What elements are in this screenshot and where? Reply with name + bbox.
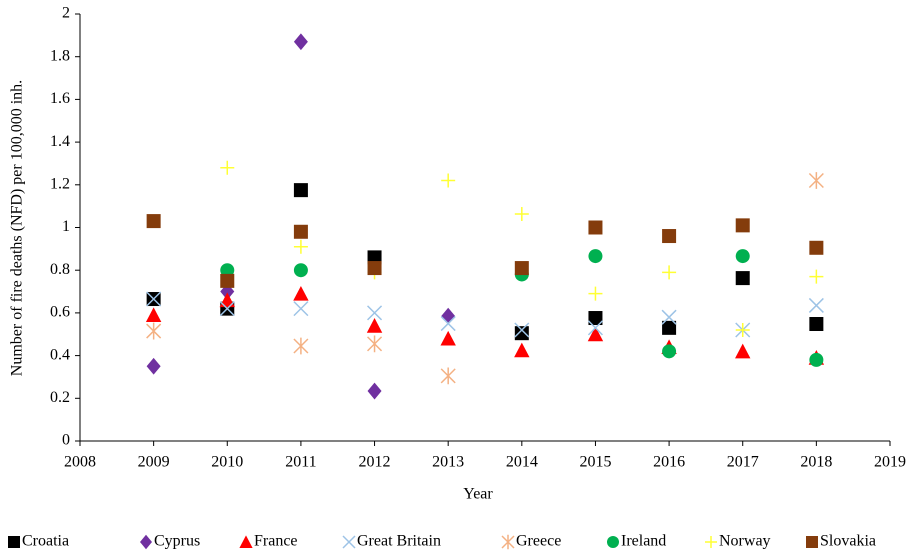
point xyxy=(293,301,309,317)
y-tick-label: 0.8 xyxy=(50,261,70,278)
point xyxy=(735,218,750,233)
legend-label: France xyxy=(254,533,298,550)
point xyxy=(219,292,235,308)
legend-marker xyxy=(8,536,20,548)
point xyxy=(146,214,161,229)
point xyxy=(809,240,824,255)
legend-marker xyxy=(806,536,818,548)
point xyxy=(587,326,604,342)
legend-label: Norway xyxy=(719,533,771,550)
point xyxy=(514,326,529,341)
point xyxy=(293,285,309,301)
y-tick-label: 1 xyxy=(62,218,70,235)
point xyxy=(588,311,603,326)
legend-marker xyxy=(501,534,515,550)
point xyxy=(587,320,603,336)
point xyxy=(293,263,308,278)
point xyxy=(735,322,750,337)
point xyxy=(146,322,162,340)
point xyxy=(809,269,824,284)
x-tick-label: 2019 xyxy=(874,454,906,471)
point xyxy=(441,307,456,325)
point xyxy=(735,343,751,359)
point xyxy=(809,352,824,367)
point xyxy=(514,342,530,358)
legend-marker xyxy=(607,536,619,548)
legend-label: Cyprus xyxy=(154,533,200,550)
point xyxy=(219,301,235,317)
y-tick-label: 1.6 xyxy=(50,90,70,107)
legend-label: Greece xyxy=(516,533,561,550)
x-tick-label: 2018 xyxy=(800,454,832,471)
legend-marker xyxy=(705,536,717,548)
y-tick-label: 1.2 xyxy=(50,175,70,192)
x-tick-label: 2011 xyxy=(285,454,316,471)
y-tick-label: 0.6 xyxy=(50,304,70,321)
point xyxy=(293,337,309,355)
y-tick-label: 2 xyxy=(62,5,70,22)
legend-marker xyxy=(239,535,253,548)
point xyxy=(293,183,308,198)
point xyxy=(367,261,382,276)
point xyxy=(366,318,383,333)
y-tick-label: 1.8 xyxy=(50,47,70,64)
point xyxy=(514,322,530,338)
point xyxy=(440,330,456,346)
point xyxy=(220,263,235,278)
x-tick-label: 2013 xyxy=(432,454,464,471)
x-tick-label: 2008 xyxy=(64,454,96,471)
legend-marker xyxy=(140,534,152,550)
point xyxy=(367,382,382,400)
point xyxy=(808,297,824,313)
legend-label: Croatia xyxy=(22,533,69,550)
point xyxy=(662,229,677,244)
point xyxy=(588,286,603,301)
point xyxy=(440,316,456,332)
point xyxy=(220,273,235,288)
y-axis-title: Number of fire deaths (NFD) per 100,000 … xyxy=(9,80,26,376)
point xyxy=(293,224,308,239)
point xyxy=(809,317,824,332)
point xyxy=(662,265,677,280)
point xyxy=(440,367,456,385)
point xyxy=(735,271,750,286)
point xyxy=(367,305,383,321)
point xyxy=(367,335,383,353)
point xyxy=(514,261,529,276)
x-tick-label: 2017 xyxy=(727,454,759,471)
legend-label: Slovakia xyxy=(820,533,876,550)
x-tick-label: 2010 xyxy=(211,454,243,471)
point xyxy=(145,307,162,323)
point xyxy=(662,344,677,359)
point xyxy=(808,172,824,189)
point xyxy=(293,33,308,51)
legend-label: Ireland xyxy=(621,533,666,550)
point xyxy=(367,250,382,265)
point xyxy=(293,239,308,254)
y-tick-label: 0 xyxy=(62,432,70,449)
point xyxy=(441,173,456,188)
y-tick-label: 0.4 xyxy=(50,346,70,363)
point xyxy=(662,320,677,335)
point xyxy=(220,160,235,175)
legend-label: Great Britain xyxy=(357,533,441,550)
point xyxy=(588,220,603,235)
point xyxy=(146,291,162,307)
y-tick-label: 0.2 xyxy=(50,389,70,406)
x-tick-label: 2014 xyxy=(506,454,538,471)
x-tick-label: 2015 xyxy=(579,454,611,471)
point xyxy=(661,309,677,325)
x-tick-label: 2009 xyxy=(138,454,170,471)
y-tick-label: 1.4 xyxy=(50,133,70,150)
x-axis-title: Year xyxy=(463,486,493,503)
point xyxy=(146,357,161,375)
point xyxy=(588,249,603,264)
x-tick-label: 2016 xyxy=(653,454,685,471)
point xyxy=(514,207,529,222)
x-tick-label: 2012 xyxy=(359,454,391,471)
point xyxy=(735,249,750,264)
legend-marker xyxy=(342,535,356,549)
